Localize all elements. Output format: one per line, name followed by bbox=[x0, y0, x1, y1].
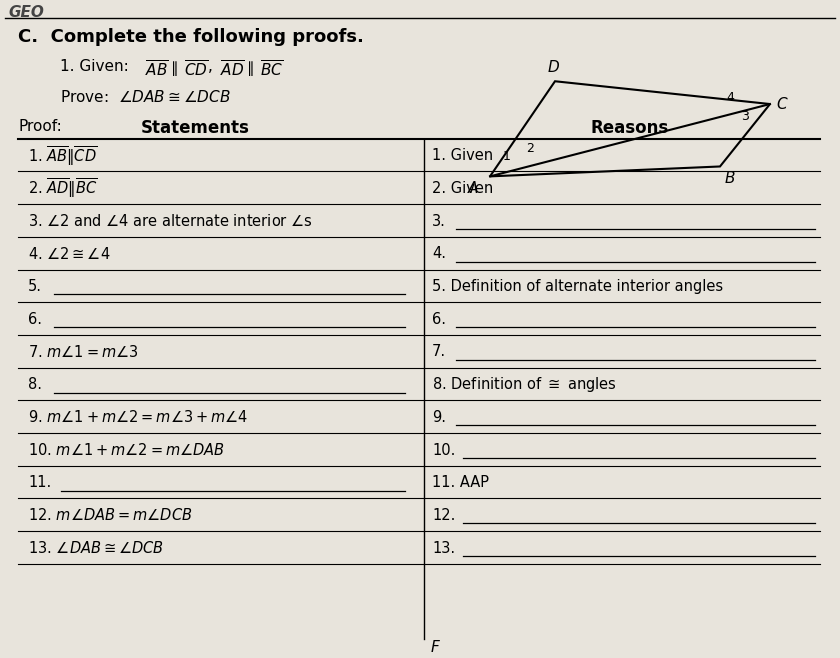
Text: $\parallel$: $\parallel$ bbox=[244, 59, 255, 78]
Text: 5.: 5. bbox=[28, 279, 42, 294]
Text: ,: , bbox=[208, 59, 213, 74]
Text: C.  Complete the following proofs.: C. Complete the following proofs. bbox=[18, 28, 364, 46]
Text: 2. $\overline{AD}\|\overline{BC}$: 2. $\overline{AD}\|\overline{BC}$ bbox=[28, 176, 97, 200]
Text: 7.: 7. bbox=[432, 344, 446, 359]
Text: GEO: GEO bbox=[8, 5, 44, 20]
Text: 12.: 12. bbox=[432, 508, 455, 523]
Text: D: D bbox=[547, 61, 559, 75]
Text: Prove:  $\angle DAB \cong \angle DCB$: Prove: $\angle DAB \cong \angle DCB$ bbox=[60, 89, 231, 105]
Text: 13. $\angle DAB \cong \angle DCB$: 13. $\angle DAB \cong \angle DCB$ bbox=[28, 540, 164, 556]
Text: $\overline{BC}$: $\overline{BC}$ bbox=[260, 59, 283, 80]
Text: Statements: Statements bbox=[140, 119, 249, 137]
Text: 2: 2 bbox=[526, 142, 534, 155]
Text: $\parallel$: $\parallel$ bbox=[168, 59, 179, 78]
Text: 3.: 3. bbox=[432, 214, 446, 228]
Text: 8. Definition of $\cong$ angles: 8. Definition of $\cong$ angles bbox=[432, 375, 617, 394]
Text: $\overline{CD}$: $\overline{CD}$ bbox=[184, 59, 208, 80]
Text: 10. $m\angle 1 + m\angle 2 = m\angle DAB$: 10. $m\angle 1 + m\angle 2 = m\angle DAB… bbox=[28, 442, 225, 458]
Text: 9.: 9. bbox=[432, 410, 446, 425]
Text: 9. $m\angle 1 + m\angle 2 = m\angle 3 + m\angle 4$: 9. $m\angle 1 + m\angle 2 = m\angle 3 + … bbox=[28, 409, 248, 425]
Text: 5. Definition of alternate interior angles: 5. Definition of alternate interior angl… bbox=[432, 279, 723, 294]
Text: C: C bbox=[776, 97, 786, 112]
Text: 10.: 10. bbox=[432, 443, 455, 457]
Text: 4. $\angle 2 \cong \angle 4$: 4. $\angle 2 \cong \angle 4$ bbox=[28, 246, 111, 262]
Text: A: A bbox=[468, 182, 478, 196]
Text: 4.: 4. bbox=[432, 246, 446, 261]
Text: B: B bbox=[725, 172, 736, 186]
Text: 4: 4 bbox=[726, 91, 734, 103]
Text: 1. Given: 1. Given bbox=[432, 148, 493, 163]
Text: $\overline{AD}$: $\overline{AD}$ bbox=[220, 59, 245, 80]
Text: 3: 3 bbox=[741, 111, 749, 124]
Text: 6.: 6. bbox=[432, 312, 446, 327]
Text: 1. Given:: 1. Given: bbox=[60, 59, 139, 74]
Text: 7. $m\angle 1 = m\angle 3$: 7. $m\angle 1 = m\angle 3$ bbox=[28, 344, 139, 360]
Text: Proof:: Proof: bbox=[18, 119, 62, 134]
Text: 3. $\angle 2$ and $\angle 4$ are alternate interior $\angle$s: 3. $\angle 2$ and $\angle 4$ are alterna… bbox=[28, 213, 312, 229]
Text: $\overline{AB}$: $\overline{AB}$ bbox=[145, 59, 169, 80]
Text: Reasons: Reasons bbox=[591, 119, 669, 137]
Text: 1. $\overline{AB}\|\overline{CD}$: 1. $\overline{AB}\|\overline{CD}$ bbox=[28, 144, 97, 168]
Text: 8.: 8. bbox=[28, 377, 42, 392]
Text: $\mathit{F}$: $\mathit{F}$ bbox=[430, 639, 441, 655]
Text: 2. Given: 2. Given bbox=[432, 181, 493, 196]
Text: 13.: 13. bbox=[432, 541, 455, 555]
Text: 12. $m\angle DAB = m\angle DCB$: 12. $m\angle DAB = m\angle DCB$ bbox=[28, 507, 192, 523]
Text: 1: 1 bbox=[503, 150, 511, 163]
Text: 6.: 6. bbox=[28, 312, 42, 327]
Text: 11. AAP: 11. AAP bbox=[432, 475, 489, 490]
Text: 11.: 11. bbox=[28, 475, 51, 490]
